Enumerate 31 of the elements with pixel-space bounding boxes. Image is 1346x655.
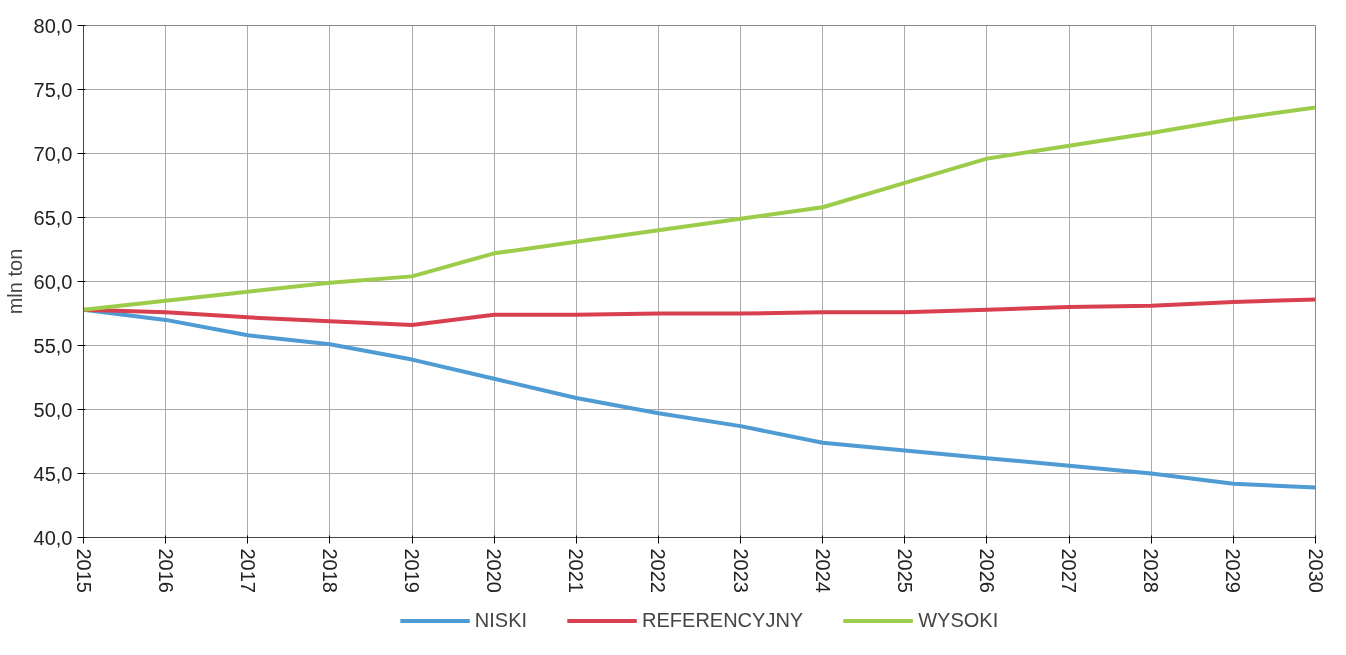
x-tick-label: 2024 (811, 548, 834, 593)
y-tick-label: 40,0 (33, 526, 73, 549)
x-tick-label: 2016 (154, 548, 177, 593)
line-series (83, 297, 1316, 328)
legend-label: NISKI (474, 608, 528, 632)
x-tick-label: 2018 (318, 548, 341, 593)
x-tick-label: 2028 (1140, 548, 1163, 593)
x-tick-label: 2030 (1304, 548, 1327, 593)
line-series (83, 105, 1316, 312)
y-tick-label: 70,0 (33, 142, 73, 165)
y-tick-label: 60,0 (33, 270, 73, 293)
y-tick-label: 45,0 (33, 462, 73, 485)
x-tick-label: 2026 (975, 548, 998, 593)
x-tick-label: 2017 (236, 548, 259, 593)
x-tick-label: 2019 (401, 548, 424, 593)
x-tick-label: 2015 (72, 548, 95, 593)
x-tick-label: 2021 (565, 548, 588, 593)
x-tick-label: 2025 (893, 548, 916, 593)
y-tick-label: 50,0 (33, 398, 73, 421)
x-tick-label: 2023 (729, 548, 752, 593)
y-tick-label: 65,0 (33, 206, 73, 229)
y-axis-title: mln ton (3, 248, 26, 315)
x-tick-label: 2020 (483, 548, 506, 593)
y-tick-label: 80,0 (33, 14, 73, 37)
legend-label: REFERENCYJNY (642, 608, 804, 632)
y-tick-label: 75,0 (33, 78, 73, 101)
x-tick-label: 2022 (647, 548, 670, 593)
x-tick-label: 2029 (1222, 548, 1245, 593)
y-tick-label: 55,0 (33, 334, 73, 357)
x-tick-label: 2027 (1058, 548, 1081, 593)
legend-label: WYSOKI (918, 608, 999, 632)
